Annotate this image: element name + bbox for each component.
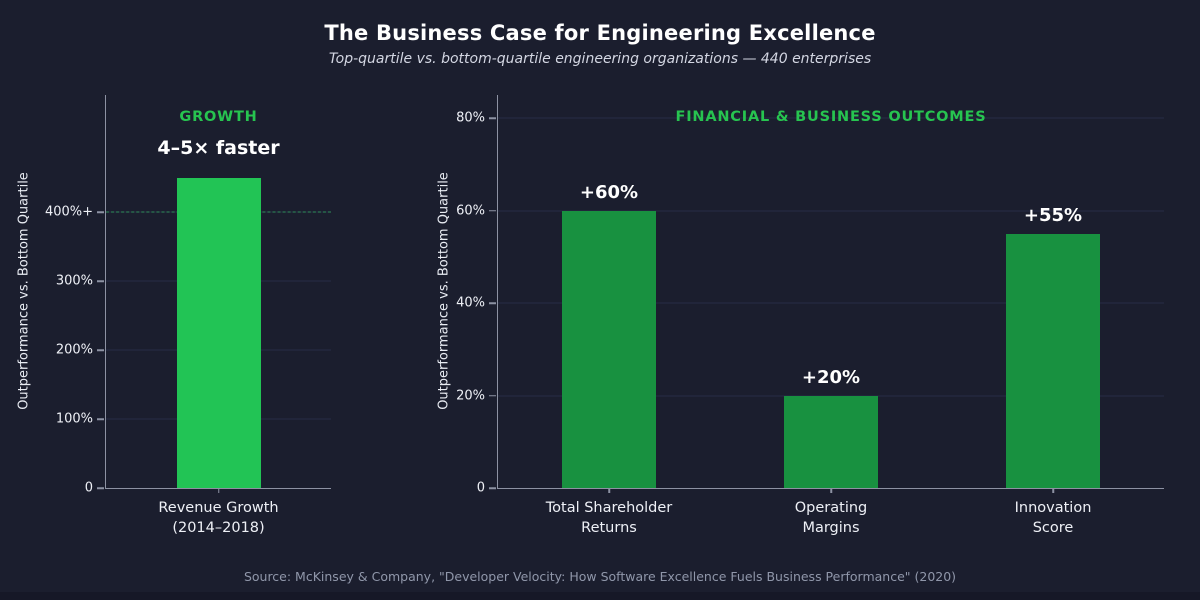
x-tick-mark	[830, 488, 832, 493]
x-category-label: Revenue Growth (2014–2018)	[158, 500, 279, 536]
bar	[176, 177, 261, 488]
y-tick-label: 20%	[456, 388, 485, 404]
y-tick-mark	[489, 117, 496, 119]
y-tick-label: 0	[476, 480, 485, 496]
growth-panel-plot: 0 100% 200% 300% 400%+ Revenue Growth (2014–2…	[45, 95, 331, 536]
y-tick-label: 100%	[55, 411, 93, 427]
chart-subtitle: Top-quartile vs. bottom-quartile enginee…	[328, 51, 872, 67]
bar-value-label: +20%	[801, 366, 861, 388]
y-tick-mark	[489, 394, 496, 397]
bar-value-label: +60%	[579, 181, 639, 203]
y-tick-label: 60%	[456, 203, 485, 219]
bottom-strip	[0, 592, 1200, 600]
gridline	[498, 117, 1164, 119]
bar	[562, 210, 656, 488]
y-tick-label: 200%	[55, 342, 93, 358]
y-tick-label: 400%+	[44, 204, 93, 220]
y-tick-label: 300%	[55, 273, 93, 289]
panel-title: FINANCIAL & BUSINESS OUTCOMES	[675, 109, 987, 125]
chart-title: The Business Case for Engineering Excell…	[324, 21, 876, 45]
y-tick-label: 80%	[456, 110, 485, 126]
annotation: 4–5× faster	[157, 137, 280, 159]
y-tick-mark	[97, 418, 104, 420]
x-category-label: Total Shareholder Returns	[545, 500, 673, 536]
bar	[1006, 233, 1100, 488]
y-tick-mark	[489, 302, 496, 304]
y-tick-label: 0	[84, 480, 93, 496]
y-tick-mark	[489, 209, 496, 212]
x-category-label: Innovation Score	[1014, 500, 1092, 536]
x-tick-mark	[1052, 488, 1054, 493]
y-tick-mark	[489, 487, 496, 489]
y-tick-mark	[97, 211, 104, 213]
y-tick-mark	[97, 487, 104, 489]
gridline	[498, 210, 1164, 212]
growth-y-axis-label: Outperformance vs. Bottom Quartile	[16, 172, 32, 410]
panel-title: GROWTH	[179, 109, 258, 125]
x-tick-mark	[608, 488, 610, 493]
y-tick-mark	[97, 349, 104, 351]
source-note: Source: McKinsey & Company, "Developer V…	[243, 569, 957, 584]
bar	[784, 395, 878, 488]
x-category-label: Operating Margins	[794, 500, 868, 536]
x-tick-mark	[217, 488, 220, 493]
y-tick-mark	[97, 280, 104, 282]
gridline	[498, 302, 1164, 304]
y-tick-label: 40%	[456, 295, 485, 311]
bar-value-label: +55%	[1023, 204, 1083, 226]
outcomes-panel-plot: 0 20% 40% 60% 80% +60% Total Shareholder Retur…	[456, 95, 1164, 536]
